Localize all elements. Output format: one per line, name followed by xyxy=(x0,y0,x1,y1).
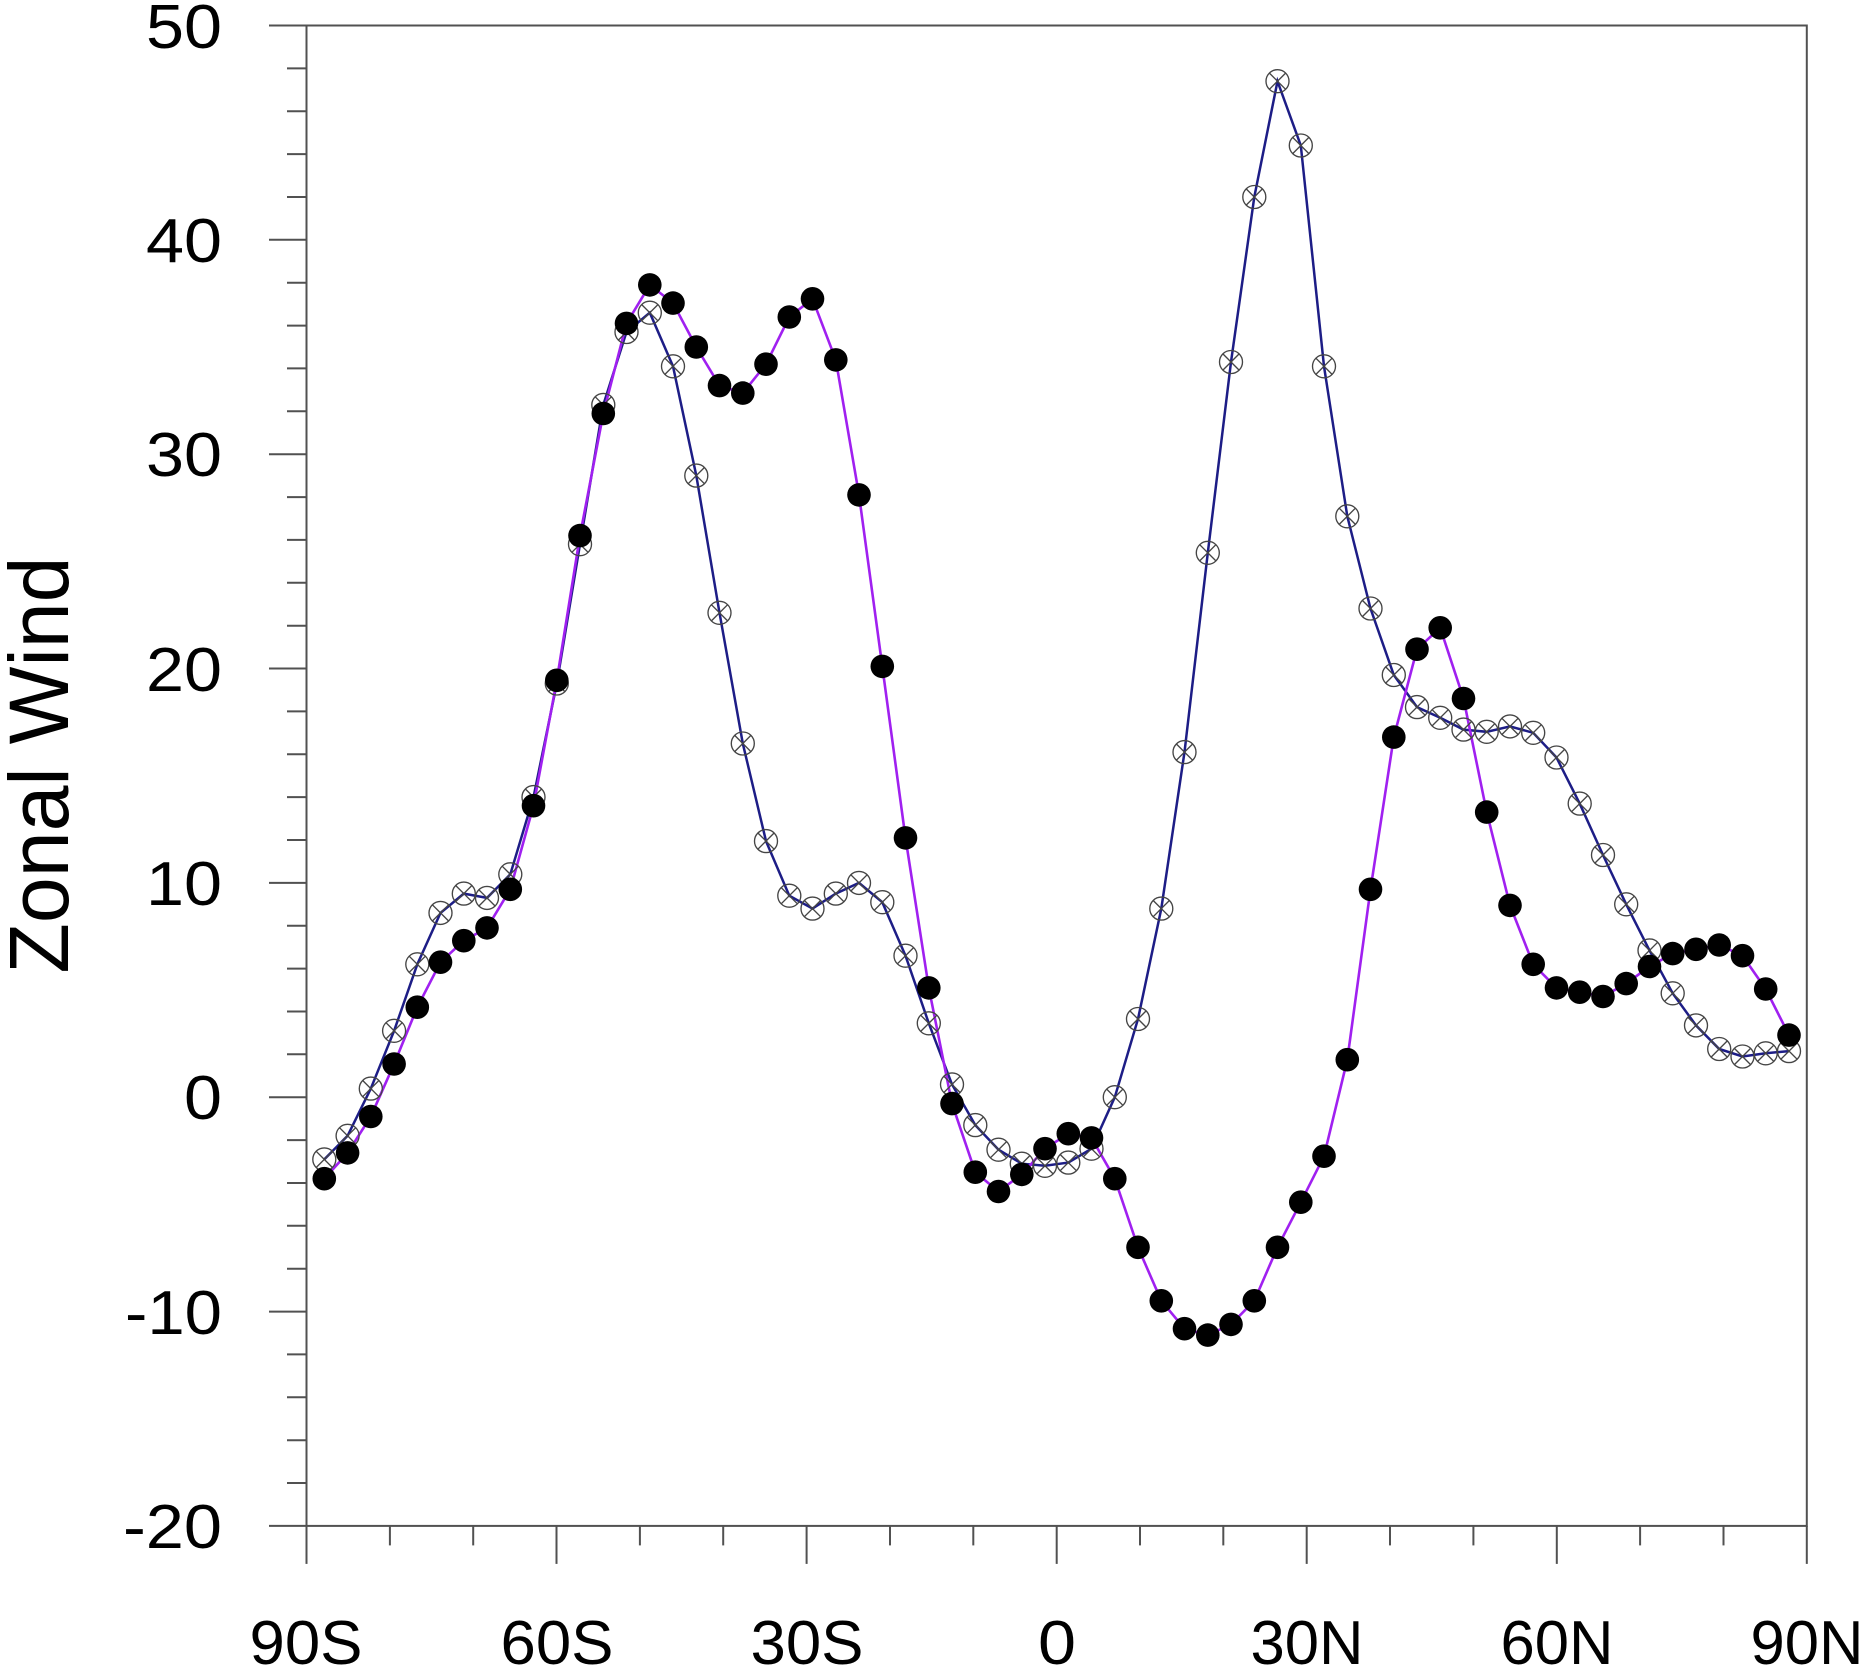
svg-text:30: 30 xyxy=(146,421,222,490)
svg-text:10: 10 xyxy=(146,850,222,919)
svg-text:-20: -20 xyxy=(123,1493,222,1562)
svg-text:0: 0 xyxy=(1038,1609,1076,1666)
svg-text:40: 40 xyxy=(146,207,222,276)
svg-text:50: 50 xyxy=(146,0,222,62)
svg-text:30S: 30S xyxy=(751,1609,864,1666)
svg-text:60N: 60N xyxy=(1501,1609,1614,1666)
svg-text:90N: 90N xyxy=(1751,1609,1864,1666)
svg-text:20: 20 xyxy=(146,636,222,705)
svg-text:Zonal Wind: Zonal Wind xyxy=(0,557,86,974)
svg-text:-10: -10 xyxy=(125,1279,222,1348)
svg-text:0: 0 xyxy=(184,1064,222,1133)
svg-text:60S: 60S xyxy=(501,1609,614,1666)
svg-text:30N: 30N xyxy=(1251,1609,1364,1666)
svg-text:90S: 90S xyxy=(250,1609,363,1666)
